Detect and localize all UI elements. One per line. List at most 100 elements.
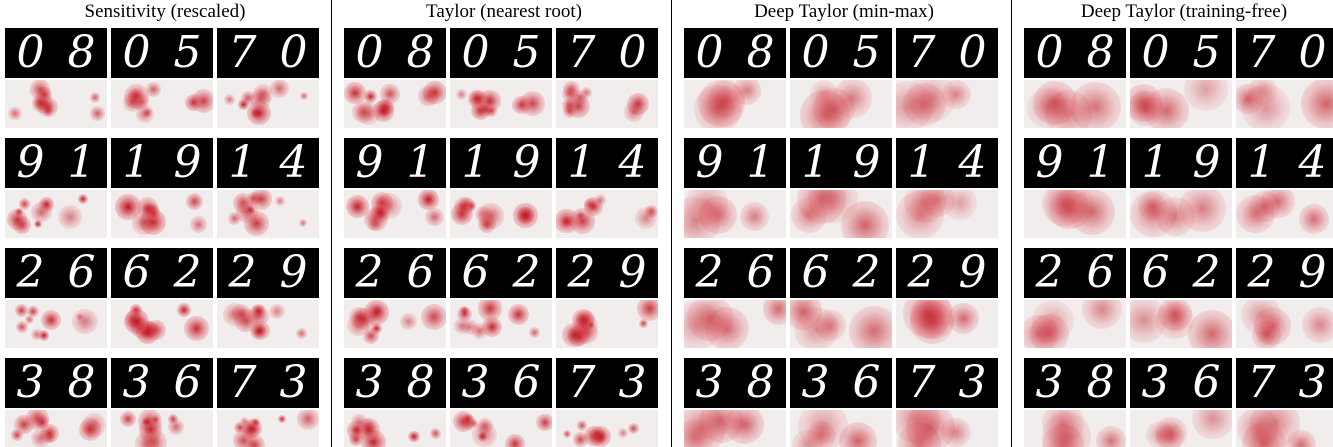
digit: 9 — [513, 138, 541, 188]
heatmap — [1024, 410, 1126, 447]
digit: 9 — [959, 248, 987, 298]
figure: Sensitivity (rescaled)080570911914266229… — [0, 0, 1333, 447]
digit: 9 — [1299, 248, 1327, 298]
relevance-blob — [1138, 192, 1167, 221]
digit: 9 — [619, 248, 647, 298]
digit: 8 — [1087, 28, 1115, 78]
relevance-blob — [948, 303, 979, 334]
panel: Deep Taylor (training-free)0805709119142… — [1021, 0, 1333, 447]
digit: 4 — [619, 138, 647, 188]
heatmap — [790, 410, 892, 447]
relevance-blob — [896, 191, 944, 238]
relevance-blob — [244, 211, 268, 235]
relevance-blob — [275, 196, 285, 206]
digit-pair: 36 — [1130, 358, 1232, 408]
digit-pair: 38 — [684, 358, 786, 408]
relevance-blob — [41, 310, 61, 330]
digit-pair: 38 — [344, 358, 446, 408]
digit: 8 — [68, 358, 96, 408]
relevance-blob — [58, 205, 82, 229]
digit: 4 — [1299, 138, 1327, 188]
heatmap — [450, 300, 552, 348]
heatmap — [1130, 80, 1232, 128]
relevance-blob — [76, 313, 84, 321]
relevance-blob — [7, 209, 28, 230]
relevance-blob — [39, 330, 50, 341]
digit-pair: 08 — [684, 28, 786, 78]
heatmap — [684, 80, 786, 128]
panel-title: Deep Taylor (training-free) — [1021, 0, 1333, 24]
relevance-blob — [457, 307, 472, 322]
relevance-blob — [563, 105, 576, 118]
digit: 7 — [568, 358, 596, 408]
digit: 2 — [1248, 248, 1276, 298]
digit: 5 — [174, 28, 202, 78]
heatmap — [1130, 190, 1232, 238]
digit: 2 — [229, 248, 257, 298]
relevance-blob — [400, 313, 417, 330]
relevance-blob — [1184, 80, 1228, 111]
relevance-blob — [462, 414, 473, 425]
digit: 0 — [802, 28, 830, 78]
digit: 2 — [568, 248, 596, 298]
heatmap — [111, 300, 213, 348]
heatmap — [111, 410, 213, 447]
relevance-blob — [1188, 310, 1232, 348]
digit: 7 — [908, 358, 936, 408]
relevance-blob — [1030, 314, 1069, 348]
digit-pair: 70 — [1236, 28, 1333, 78]
relevance-blob — [1082, 300, 1121, 329]
relevance-blob — [8, 107, 21, 120]
digit: 8 — [747, 28, 775, 78]
panel: Deep Taylor (min-max)0805709119142662293… — [681, 0, 1007, 447]
relevance-blob — [725, 410, 764, 444]
relevance-blob — [297, 410, 319, 430]
digit: 3 — [123, 358, 151, 408]
relevance-blob — [418, 190, 439, 210]
relevance-blob — [472, 422, 497, 447]
digit-pair: 26 — [1024, 248, 1126, 298]
digit: 1 — [407, 138, 435, 188]
relevance-blob — [408, 431, 419, 442]
digit: 0 — [17, 28, 45, 78]
digit: 2 — [908, 248, 936, 298]
relevance-blob — [529, 327, 540, 338]
digit-pair: 14 — [556, 138, 658, 188]
digit: 0 — [959, 28, 987, 78]
heatmap — [1024, 300, 1126, 348]
digit: 7 — [229, 28, 257, 78]
digit: 6 — [747, 248, 775, 298]
relevance-blob — [296, 328, 307, 339]
relevance-blob — [482, 317, 502, 337]
digit: 1 — [462, 138, 490, 188]
relevance-blob — [849, 306, 892, 348]
relevance-blob — [186, 193, 203, 210]
heatmap — [684, 410, 786, 447]
relevance-blob — [234, 422, 246, 434]
digit-pair: 38 — [1024, 358, 1126, 408]
digit: 3 — [1299, 358, 1327, 408]
heatmap — [5, 190, 107, 238]
relevance-blob — [1249, 191, 1280, 222]
digit: 0 — [462, 28, 490, 78]
digit: 6 — [853, 358, 881, 408]
heatmap — [1236, 190, 1333, 238]
heatmap — [1024, 190, 1126, 238]
digit-pair: 05 — [111, 28, 213, 78]
digit: 9 — [1193, 138, 1221, 188]
heatmap — [1236, 300, 1333, 348]
digit: 2 — [1036, 248, 1064, 298]
digit: 1 — [568, 138, 596, 188]
heatmap — [5, 80, 107, 128]
relevance-blob — [269, 304, 284, 319]
digit: 7 — [1248, 28, 1276, 78]
digit-pair: 91 — [1024, 138, 1126, 188]
heatmap — [790, 300, 892, 348]
panel-title: Sensitivity (rescaled) — [2, 0, 328, 24]
relevance-blob — [299, 219, 308, 228]
digit: 9 — [1036, 138, 1064, 188]
